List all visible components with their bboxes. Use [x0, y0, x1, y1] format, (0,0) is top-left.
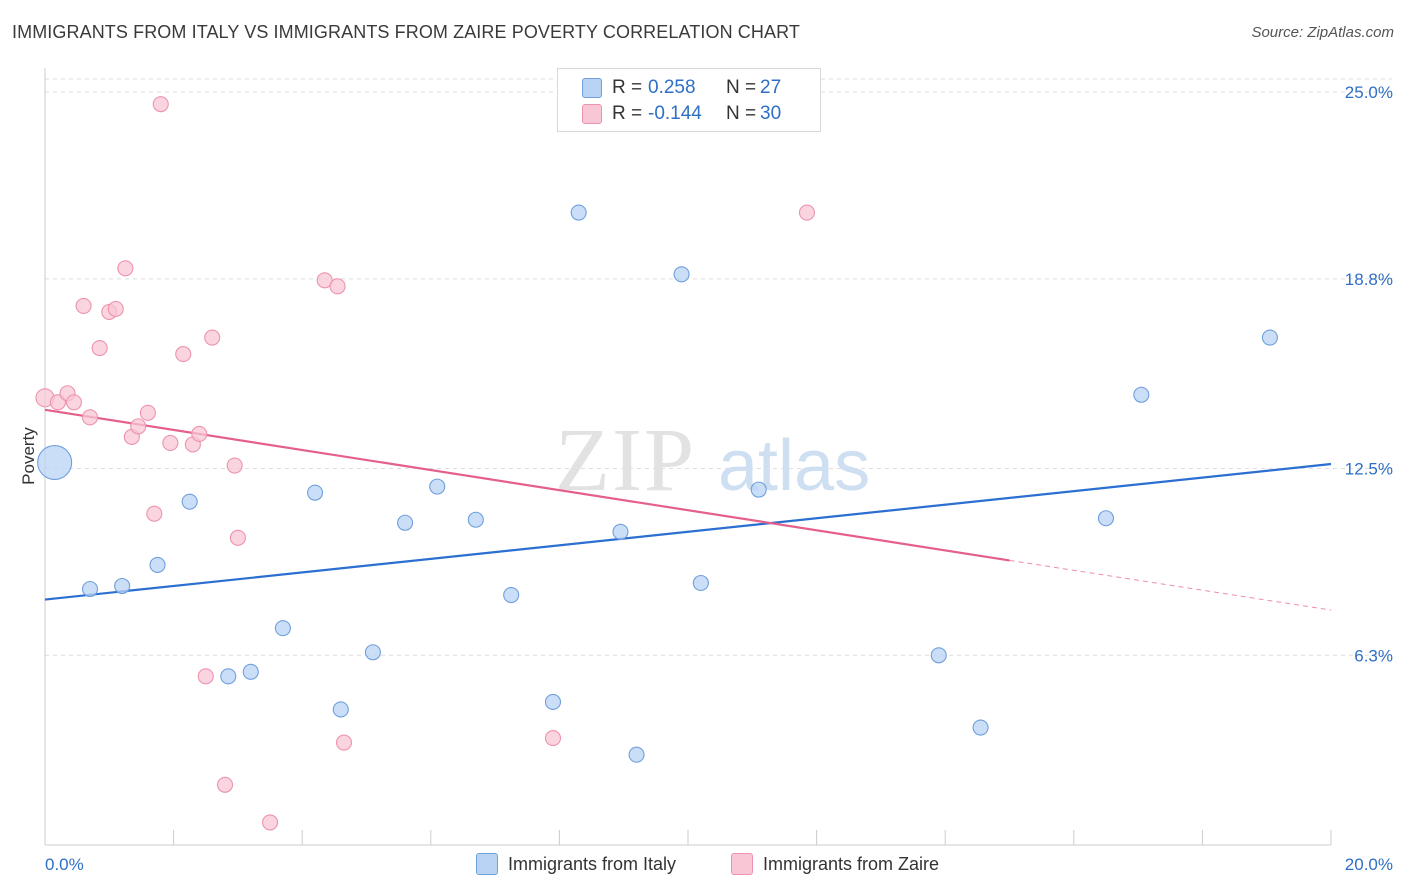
n-value: 27: [760, 77, 782, 98]
zaire-point: [146, 505, 163, 522]
italy-point: [1261, 329, 1278, 346]
italy-point: [307, 484, 324, 501]
watermark-atlas: atlas: [718, 426, 870, 506]
source-label: Source: ZipAtlas.com: [1251, 24, 1394, 41]
italy-point: [274, 620, 291, 637]
data-points: [35, 96, 1278, 831]
zaire-legend-label: Immigrants from Zaire: [763, 853, 940, 874]
n-label: N =: [726, 103, 757, 124]
italy-legend-label: Immigrants from Italy: [508, 853, 677, 874]
zaire-point: [329, 278, 346, 295]
legend-row-zaire: R = -0.144 N = 30: [582, 102, 781, 126]
zaire-point: [139, 404, 156, 421]
n-value: 30: [760, 103, 782, 124]
italy-point: [503, 586, 520, 604]
italy-point: [37, 444, 73, 481]
zaire-point: [75, 297, 92, 314]
zaire-swatch: [582, 104, 602, 124]
italy-point: [692, 574, 709, 592]
italy-point: [1097, 510, 1114, 527]
zaire-point: [91, 340, 108, 357]
italy-point: [114, 577, 131, 595]
y-tick-label: 6.3%: [1354, 646, 1393, 665]
zaire-point: [798, 204, 816, 221]
italy-point: [397, 514, 414, 531]
zaire-point: [117, 260, 134, 277]
italy-point: [612, 523, 629, 540]
italy-point: [628, 746, 645, 763]
zaire-point: [316, 272, 333, 289]
italy-point: [467, 511, 484, 528]
italy-trend-line: [44, 462, 1332, 601]
italy-point: [149, 556, 166, 573]
r-value: 0.258: [648, 77, 696, 98]
zaire-legend-swatch: [731, 853, 753, 875]
zaire-point: [261, 814, 279, 831]
zaire-point: [107, 300, 124, 317]
chart-title: IMMIGRANTS FROM ITALY VS IMMIGRANTS FROM…: [12, 22, 800, 42]
zaire-point: [335, 734, 353, 751]
zaire-point: [216, 776, 234, 793]
italy-point: [1133, 386, 1150, 403]
legend-row-italy: R = 0.258 N = 27: [582, 76, 781, 100]
italy-point: [673, 266, 690, 283]
zaire-point: [204, 329, 221, 346]
italy-point: [364, 644, 381, 661]
italy-point: [972, 719, 989, 736]
x-tick-label: 20.0%: [1345, 855, 1393, 874]
tick-labels: 6.3% 12.5% 18.8% 25.0% 0.0% 20.0%: [45, 83, 1393, 874]
italy-point: [750, 481, 767, 498]
watermark: ZIP atlas: [555, 411, 870, 510]
zaire-trend-extension: [1009, 559, 1332, 611]
zaire-point: [191, 425, 208, 442]
zaire-point: [175, 346, 192, 363]
italy-legend-swatch: [476, 853, 498, 875]
italy-point: [220, 668, 237, 685]
italy-point: [242, 663, 259, 680]
grid-lines: [45, 78, 1392, 656]
zaire-point: [226, 457, 243, 474]
zaire-point: [544, 730, 562, 747]
italy-point: [429, 478, 446, 495]
y-axis-label: Poverty: [19, 427, 38, 485]
italy-point: [544, 693, 562, 710]
italy-point: [81, 580, 99, 598]
italy-point: [332, 701, 349, 718]
italy-swatch: [582, 78, 602, 98]
x-tick-label: 0.0%: [45, 855, 84, 874]
series-legend-italy: Immigrants from Italy: [476, 852, 676, 876]
r-label: R =: [612, 103, 643, 124]
y-tick-label: 18.8%: [1345, 270, 1393, 289]
zaire-point: [229, 529, 246, 546]
zaire-point: [81, 409, 99, 426]
r-label: R =: [612, 77, 643, 98]
r-value: -0.144: [648, 103, 702, 124]
correlation-legend: R = 0.258 N = 27 R = -0.144 N = 30: [557, 68, 821, 132]
zaire-point: [65, 394, 82, 411]
zaire-point: [162, 434, 179, 451]
series-legend-zaire: Immigrants from Zaire: [731, 852, 939, 876]
italy-point: [570, 204, 587, 221]
italy-point: [181, 493, 198, 510]
zaire-point: [130, 418, 147, 435]
y-tick-label: 25.0%: [1345, 83, 1393, 102]
watermark-zip: ZIP: [555, 411, 696, 510]
italy-point: [930, 647, 947, 664]
n-label: N =: [726, 77, 757, 98]
zaire-point: [152, 96, 169, 113]
y-tick-label: 12.5%: [1345, 460, 1393, 479]
zaire-point: [197, 668, 214, 685]
